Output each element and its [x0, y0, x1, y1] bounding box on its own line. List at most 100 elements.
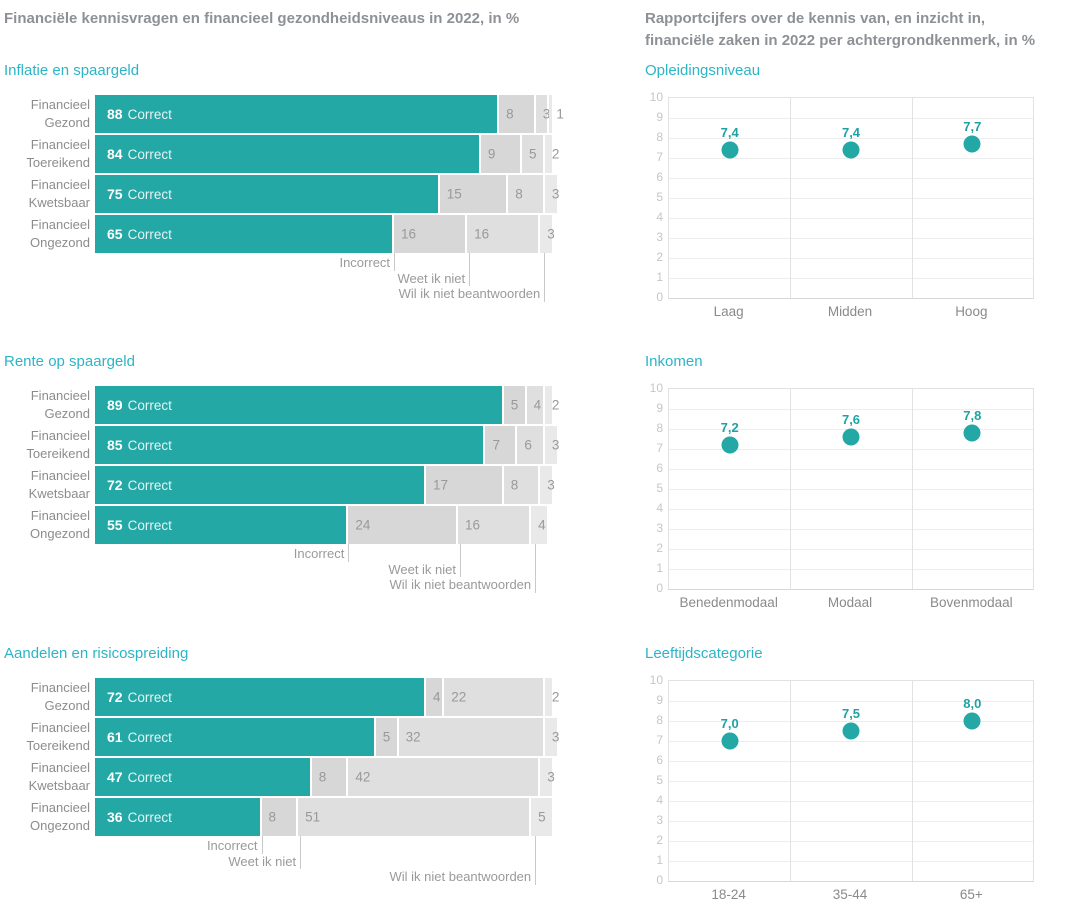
data-point-value: 7,2 [720, 420, 739, 435]
category-label: Financieel Kwetsbaar [4, 175, 90, 213]
bar-value-label: 4 [533, 397, 542, 413]
bar-segment: 8 [503, 466, 539, 504]
bar-value-label: 55 Correct [107, 517, 172, 533]
bar-segment: 8 [499, 95, 534, 133]
callout-line [261, 836, 263, 854]
category-label: Financieel Ongezond [4, 798, 90, 836]
category-label: Financieel Toereikend [4, 135, 90, 173]
category-label-line: Financieel [30, 96, 90, 112]
gridline-vertical [911, 681, 913, 881]
bar-track: 47 Correct 8 42 3 [95, 758, 562, 796]
gridline-horizontal [669, 138, 1033, 139]
bar-segment: 3 [544, 426, 559, 464]
gridline-horizontal [669, 741, 1033, 742]
bar-segment-correct: 84 Correct [95, 135, 479, 173]
x-axis-label: Midden [827, 304, 873, 319]
y-axis-label: 5 [656, 190, 663, 204]
category-label-line: Financieel [30, 387, 90, 403]
bar-value-label: 89 Correct [107, 397, 172, 413]
right-panel-header: Rapportcijfers over de kennis van, en in… [645, 10, 1036, 49]
bar-value-label: 36 Correct [107, 809, 172, 825]
bar-value-label: 42 [355, 769, 371, 785]
bar-segment: 32 [398, 718, 543, 756]
x-axis-label: Hoog [955, 304, 988, 319]
gridline-vertical [911, 98, 913, 298]
gridline-horizontal [669, 258, 1033, 259]
bar-segment: 51 [298, 798, 530, 836]
y-axis-label: 10 [649, 90, 663, 104]
data-point-value: 7,4 [841, 125, 861, 140]
chart-inkomen: Inkomen 7,2 7,6 7,8 10 9 8 7 6 5 4 3 2 1 0 Benedenmodaa… [645, 353, 1070, 613]
bar-value-label: 9 [487, 146, 496, 162]
category-label-line: Gezond [44, 698, 90, 713]
left-panel-header: Financiële kennisvragen en financieel ge… [4, 10, 520, 27]
callout-line [348, 544, 350, 562]
chart-opleidingsniveau: Opleidingsniveau 7,4 7,4 7,7 10 9 8 7 6 5 4 3 2 1 0 Laa… [645, 62, 1070, 322]
bar-segment: 4 [531, 506, 548, 544]
bar-value-label: 15 [446, 186, 462, 202]
gridline-horizontal [669, 509, 1033, 510]
bar-value-label: 3 [547, 769, 555, 785]
y-axis-label: 7 [656, 150, 663, 164]
bar-segment: 2 [544, 386, 559, 424]
bar-value-label: 72 Correct [107, 477, 172, 493]
bar-row: Financieel Toereikend 85 Correct 7 6 3 [4, 426, 600, 464]
bar-row: Financieel Gezond 72 Correct 4 22 2 [4, 678, 600, 716]
bar-row: Financieel Gezond 88 Correct 8 3 1 [4, 95, 600, 133]
category-label: Financieel Gezond [4, 95, 90, 133]
bar-row: Financieel Kwetsbaar 72 Correct 17 8 3 [4, 466, 600, 504]
bar-track: 72 Correct 17 8 3 [95, 466, 562, 504]
bar-segment: 5 [503, 386, 525, 424]
category-label-line: Ongezond [30, 235, 90, 250]
gridline-horizontal [669, 489, 1033, 490]
bar-value-label: 3 [551, 729, 560, 745]
bar-row: Financieel Toereikend 61 Correct 5 32 3 [4, 718, 600, 756]
y-axis-label: 3 [656, 521, 663, 535]
y-axis-label: 7 [656, 733, 663, 747]
category-label-line: Kwetsbaar [28, 195, 90, 210]
bar-value-label: 3 [547, 226, 555, 242]
gridline-horizontal [669, 841, 1033, 842]
data-point [721, 732, 739, 750]
bar-value-label: 17 [433, 477, 449, 493]
callout-line [460, 544, 462, 577]
category-label: Financieel Gezond [4, 386, 90, 424]
bar-segment: 8 [508, 175, 543, 213]
x-axis-label: 18-24 [711, 887, 746, 902]
data-point-value: 7,0 [720, 716, 739, 731]
callout-line [394, 253, 396, 271]
bar-segment: 4 [526, 386, 543, 424]
bar-value-label: 3 [542, 106, 551, 122]
bar-segment: 3 [540, 466, 555, 504]
bar-segment: 16 [467, 215, 539, 253]
category-label-line: Toereikend [26, 155, 90, 170]
gridline-horizontal [669, 801, 1033, 802]
bar-value-label: 84 Correct [107, 146, 172, 162]
bar-row: Financieel Ongezond 36 Correct 8 51 5 [4, 798, 600, 836]
bar-value-label: 8 [318, 769, 327, 785]
gridline-horizontal [669, 721, 1033, 722]
category-label: Financieel Toereikend [4, 426, 90, 464]
bar-segment: 3 [540, 758, 555, 796]
bar-segment: 2 [544, 678, 559, 716]
bar-value-label: 16 [401, 226, 417, 242]
bar-segment-correct: 72 Correct [95, 466, 425, 504]
category-label-line: Financieel [30, 136, 90, 152]
category-label-line: Ongezond [30, 818, 90, 833]
bar-row: Financieel Ongezond 55 Correct 24 16 4 [4, 506, 600, 544]
bar-value-label: 88 Correct [107, 106, 172, 122]
x-axis-label: Laag [713, 304, 744, 319]
y-axis-label: 8 [656, 130, 663, 144]
bar-value-label: 47 Correct [107, 769, 172, 785]
bar-value-label: 85 Correct [107, 437, 172, 453]
x-axis-label: Benedenmodaal [679, 595, 778, 610]
y-axis-label: 1 [656, 561, 663, 575]
gridline-horizontal [669, 701, 1033, 702]
category-label-line: Financieel [30, 799, 90, 815]
bar-segment-correct: 88 Correct [95, 95, 498, 133]
data-point [963, 424, 981, 442]
x-axis-label: 65+ [959, 887, 983, 902]
data-point-value: 7,4 [720, 125, 739, 140]
chart-title: Aandelen en risicospreiding [4, 645, 189, 662]
bar-value-label: 22 [451, 689, 467, 705]
